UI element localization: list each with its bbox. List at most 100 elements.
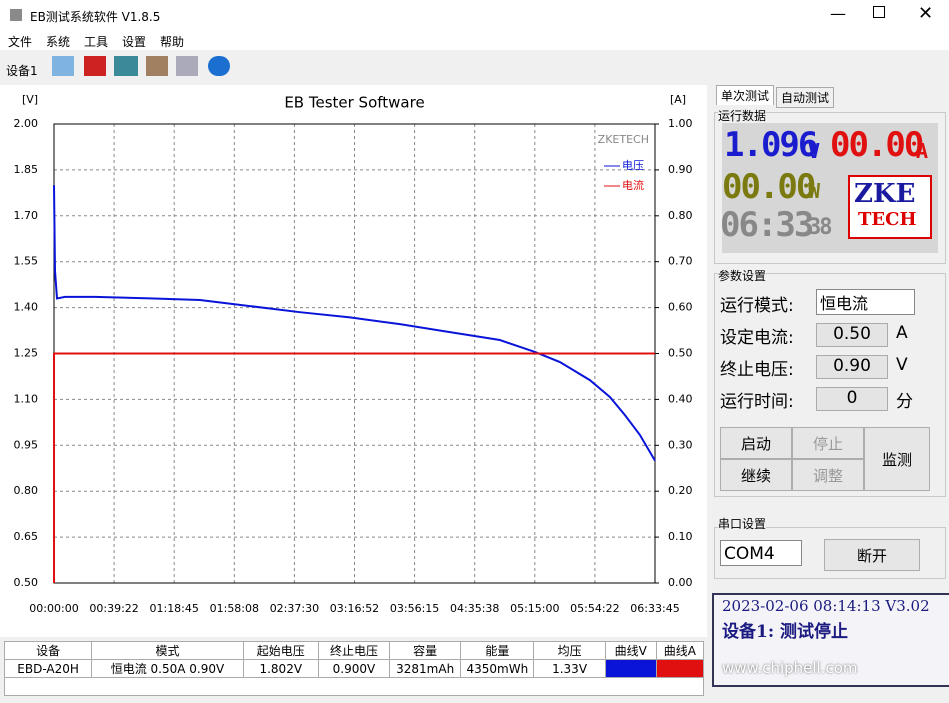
- right-panel: 单次测试 自动测试 运行数据 1.096 V 00.00 A 00.00 W 0…: [710, 85, 949, 687]
- x-tick-label: 05:15:00: [510, 602, 559, 615]
- toolbar: 设备1: [0, 52, 949, 84]
- search-icon[interactable]: [176, 56, 198, 76]
- serial-group: [714, 527, 946, 579]
- param-label: 设定电流:: [720, 328, 794, 348]
- status-line: 设备1: 测试停止: [722, 622, 849, 642]
- stop-button[interactable]: 停止: [792, 427, 864, 459]
- menu-item[interactable]: 帮助: [160, 35, 185, 49]
- menu-item[interactable]: 设置: [122, 35, 147, 49]
- logo-text: ZKE: [854, 179, 916, 209]
- unit: W: [808, 179, 820, 203]
- cell: 4350mWh: [460, 659, 535, 678]
- maximize[interactable]: [873, 6, 885, 18]
- group-title: 参数设置: [718, 267, 767, 284]
- param-value[interactable]: 0.90: [816, 355, 888, 379]
- save-icon[interactable]: [84, 56, 106, 76]
- unit: V: [808, 139, 820, 163]
- menu-item[interactable]: 工具: [84, 35, 109, 49]
- y-tick-label: 1.55: [14, 255, 39, 268]
- status-line: 2023-02-06 08:14:13 V3.02: [722, 597, 930, 615]
- cell: 1.802V: [242, 659, 319, 678]
- chart-title: EB Tester Software: [284, 94, 424, 112]
- curve-color: [604, 659, 657, 678]
- legend-label: 电流: [622, 178, 644, 192]
- continue-button[interactable]: 继续: [720, 459, 792, 491]
- voltage: 1.096: [724, 125, 818, 165]
- group-title: 串口设置: [718, 515, 767, 532]
- header-cell: 曲线V: [604, 641, 657, 660]
- param-unit: V: [896, 355, 908, 375]
- app-icon: [10, 9, 22, 21]
- y-tick-label: 1.85: [14, 163, 39, 176]
- tab[interactable]: 自动测试: [776, 87, 835, 108]
- param-value[interactable]: 恒电流: [816, 289, 915, 315]
- time: 06:33: [720, 205, 814, 245]
- header-row: 设备 模式 起始电压 终止电压 容量 能量 均压 曲线V 曲线A: [3, 641, 705, 660]
- x-tick-label: 05:54:22: [570, 602, 619, 615]
- unit: A: [916, 139, 928, 163]
- param-unit: A: [896, 323, 908, 343]
- current: 00.00: [830, 125, 924, 165]
- header-cell: 模式: [91, 641, 244, 660]
- cell: EBD-A20H: [3, 659, 93, 678]
- y-tick-label: 1.10: [14, 392, 39, 405]
- chart: EB Tester Software [V] [A] 0.50 0.65 0.80 0.95…: [0, 85, 707, 637]
- port-select[interactable]: COM4: [720, 540, 802, 566]
- cell: 0.900V: [317, 659, 391, 678]
- y-tick-label: 0.50: [14, 576, 39, 589]
- y2-tick-label: 0.10: [668, 530, 693, 543]
- menu-item[interactable]: 系统: [46, 35, 71, 49]
- run-data-group: [714, 112, 946, 264]
- param-label: 终止电压:: [720, 360, 794, 380]
- header-cell: 容量: [389, 641, 462, 660]
- y2-tick-label: 0.90: [668, 163, 693, 176]
- header-cell: 能量: [460, 641, 535, 660]
- result-table: 设备 模式 起始电压 终止电压 容量 能量 均压 曲线V 曲线A EBD-A20H 恒电流 0.50…: [3, 641, 705, 696]
- params-group: [714, 273, 946, 497]
- group-title: 运行数据: [718, 107, 767, 124]
- curve-color: [655, 659, 705, 678]
- y-tick-label: 0.65: [14, 530, 39, 543]
- param-value[interactable]: 0: [816, 387, 888, 411]
- power: 00.00: [722, 167, 816, 207]
- cell: 3281mAh: [389, 659, 462, 678]
- header-cell: 曲线A: [655, 641, 705, 660]
- y-axis-label: [V]: [22, 93, 38, 106]
- open-icon[interactable]: [52, 56, 74, 76]
- disconnect-button[interactable]: 断开: [824, 539, 920, 571]
- tab[interactable]: 单次测试: [716, 85, 775, 105]
- header-cell: 均压: [533, 641, 606, 660]
- start-button[interactable]: 启动: [720, 427, 792, 459]
- watermark: www.chiphell.com: [722, 659, 858, 677]
- param-unit: 分: [896, 392, 913, 412]
- adjust-button[interactable]: 调整: [792, 459, 864, 491]
- menu-item[interactable]: 文件: [8, 35, 33, 49]
- seconds: 38: [808, 215, 832, 240]
- y2-tick-label: 0.60: [668, 301, 693, 314]
- logo: ZKE TECH: [848, 175, 932, 239]
- y2-tick-label: 0.50: [668, 347, 693, 360]
- y-tick-label: 2.00: [14, 117, 39, 130]
- y2-tick-label: 0.40: [668, 392, 693, 405]
- status-box: 2023-02-06 08:14:13 V3.02 设备1: 测试停止 www.…: [712, 593, 949, 687]
- image-icon[interactable]: [114, 56, 138, 76]
- menu-bar: 文件 系统 工具 设置 帮助: [0, 32, 949, 50]
- minimize[interactable]: —: [830, 4, 846, 23]
- param-value[interactable]: 0.50: [816, 323, 888, 347]
- info-icon[interactable]: [208, 56, 230, 76]
- close[interactable]: ✕: [918, 3, 934, 24]
- x-tick-label: 00:39:22: [89, 602, 138, 615]
- device-tab[interactable]: 设备1: [6, 64, 38, 78]
- param-label: 运行模式:: [720, 296, 794, 316]
- y-tick-label: 0.80: [14, 484, 39, 497]
- monitor-button[interactable]: 监测: [864, 427, 930, 491]
- header-cell: 终止电压: [317, 641, 391, 660]
- y2-tick-label: 0.80: [668, 209, 693, 222]
- watermark: ZKETECH: [598, 133, 649, 146]
- legend-label: 电压: [622, 159, 644, 172]
- y2-tick-label: 1.00: [668, 117, 693, 130]
- empty-row: [4, 677, 704, 696]
- tools-icon[interactable]: [146, 56, 168, 76]
- param-label: 运行时间:: [720, 392, 794, 412]
- x-tick-label: 03:16:52: [330, 602, 379, 615]
